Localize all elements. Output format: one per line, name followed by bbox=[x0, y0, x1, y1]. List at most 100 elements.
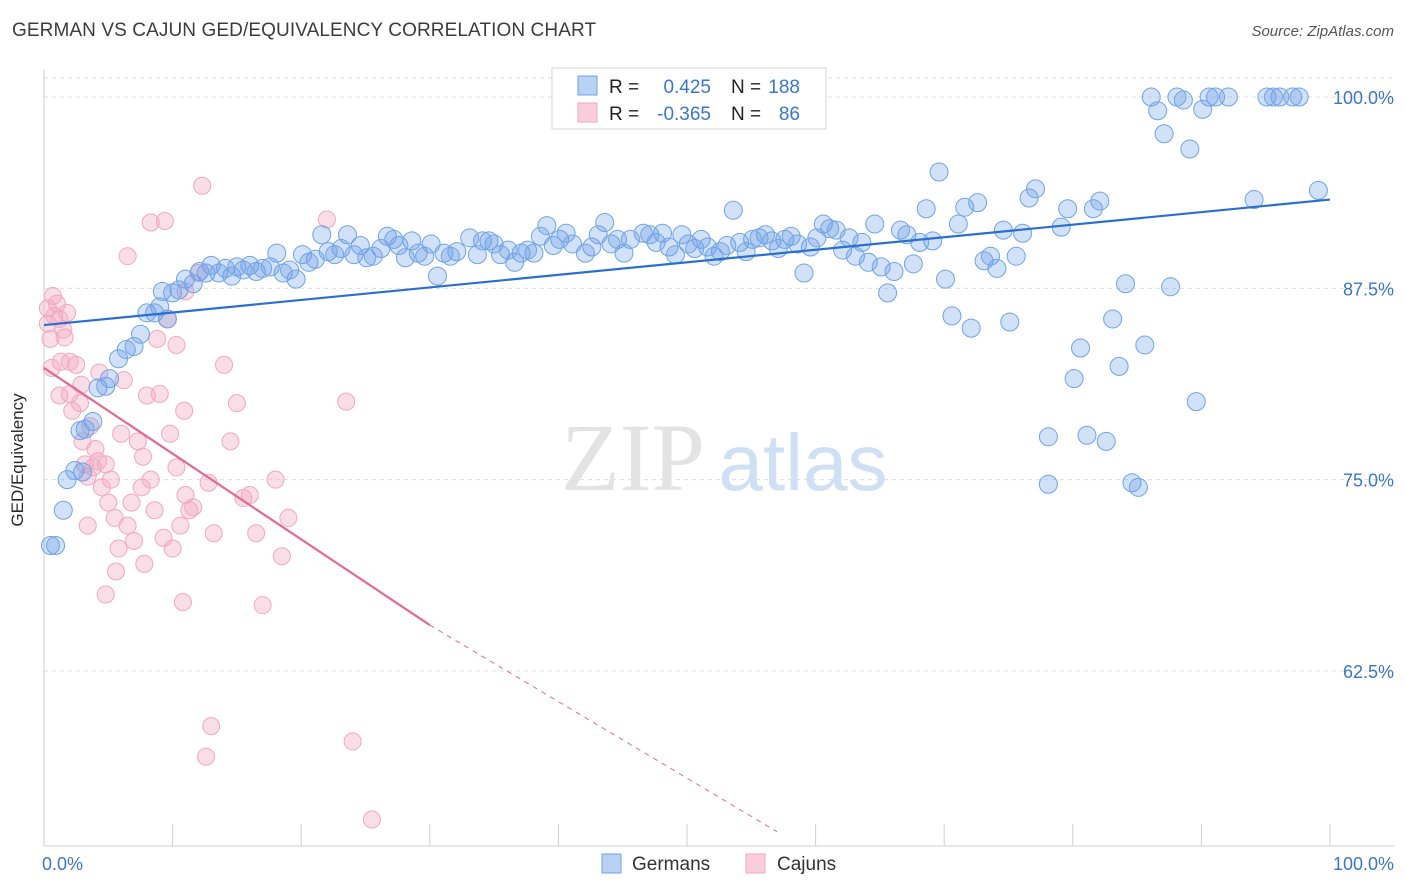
cajun-point bbox=[122, 493, 141, 512]
trend-lines bbox=[43, 198, 1331, 833]
german-point bbox=[428, 266, 448, 286]
cajun-point bbox=[197, 747, 216, 766]
cajun-point bbox=[114, 371, 133, 390]
cajun-point bbox=[125, 531, 144, 550]
german-point bbox=[987, 258, 1007, 278]
cajun-point bbox=[279, 508, 298, 527]
german-point bbox=[1308, 180, 1328, 200]
cajun-point bbox=[44, 286, 63, 305]
german-point bbox=[280, 260, 300, 280]
cajun-point bbox=[101, 470, 120, 489]
german-point bbox=[460, 228, 480, 248]
german-point bbox=[794, 263, 814, 283]
german-point bbox=[1090, 191, 1110, 211]
watermark: ZIP atlas bbox=[561, 404, 887, 511]
cajun-point bbox=[60, 352, 79, 371]
german-point bbox=[1173, 90, 1193, 110]
german-point bbox=[1116, 274, 1136, 294]
cajun-point bbox=[227, 394, 246, 413]
german-point bbox=[633, 223, 653, 243]
bottom-legend-german: Germans bbox=[632, 854, 710, 875]
y-tick-label: 62.5% bbox=[1343, 662, 1394, 682]
german-point bbox=[1154, 124, 1174, 144]
german-point bbox=[646, 232, 666, 252]
german-point bbox=[83, 412, 103, 432]
german-trend-line bbox=[43, 198, 1331, 327]
german-point bbox=[865, 214, 885, 234]
german-point bbox=[222, 266, 242, 286]
legend-box bbox=[551, 67, 827, 130]
german-point bbox=[530, 226, 550, 246]
german-point bbox=[955, 197, 975, 217]
german-point bbox=[337, 225, 357, 245]
german-point bbox=[1135, 335, 1155, 355]
german-point bbox=[1244, 190, 1264, 210]
legend-german-n-label: N = bbox=[731, 77, 761, 98]
german-point bbox=[903, 254, 923, 274]
german-point bbox=[672, 225, 692, 245]
cajun-point bbox=[145, 501, 164, 520]
cajun-point bbox=[167, 458, 186, 477]
legend-cajun-n-label: N = bbox=[731, 104, 761, 125]
cajun-point bbox=[132, 478, 151, 497]
legend-german-r-label: R = bbox=[609, 77, 639, 98]
german-point bbox=[980, 246, 1000, 266]
german-point bbox=[871, 257, 891, 277]
cajun-point bbox=[253, 596, 272, 615]
cajun-point bbox=[55, 328, 74, 347]
german-point bbox=[563, 234, 583, 254]
german-point bbox=[524, 243, 544, 263]
cajun-point bbox=[137, 386, 156, 405]
bottom-legend-cajun: Cajuns bbox=[777, 854, 836, 875]
german-point bbox=[395, 248, 415, 268]
cajun-point bbox=[112, 424, 131, 443]
german-point bbox=[1071, 338, 1091, 358]
cajun-point bbox=[215, 355, 234, 374]
german-point bbox=[253, 258, 273, 278]
german-point bbox=[73, 462, 93, 482]
german-point bbox=[201, 255, 221, 275]
cajun-point bbox=[240, 485, 259, 504]
german-point bbox=[1103, 309, 1123, 329]
german-point bbox=[1013, 223, 1033, 243]
cajun-point bbox=[99, 493, 118, 512]
german-point bbox=[942, 306, 962, 326]
cajun-point bbox=[141, 213, 160, 232]
german-point bbox=[1148, 101, 1168, 121]
german-point bbox=[389, 235, 409, 255]
german-point bbox=[1180, 139, 1200, 159]
german-point bbox=[1000, 312, 1020, 332]
german-point bbox=[116, 340, 136, 360]
x-tick-labels: 0.0% 100.0% bbox=[42, 854, 1394, 874]
german-point bbox=[820, 219, 840, 239]
x-tick-label: 100.0% bbox=[1333, 854, 1394, 874]
cajun-trend-line bbox=[43, 367, 431, 626]
german-point bbox=[152, 281, 172, 301]
cajun-point bbox=[266, 470, 285, 489]
german-point bbox=[1186, 392, 1206, 412]
german-point bbox=[968, 193, 988, 213]
german-point bbox=[659, 237, 679, 257]
cajun-point bbox=[150, 384, 169, 403]
y-tick-label: 87.5% bbox=[1343, 279, 1394, 299]
cajun-point bbox=[171, 516, 190, 535]
german-point bbox=[923, 231, 943, 251]
german-point bbox=[537, 216, 557, 236]
watermark-atlas: atlas bbox=[719, 418, 888, 507]
cajun-point bbox=[155, 211, 174, 230]
cajun-point bbox=[118, 247, 137, 266]
german-point bbox=[961, 318, 981, 338]
german-point bbox=[1058, 199, 1078, 219]
german-point bbox=[878, 283, 898, 303]
german-point bbox=[884, 261, 904, 281]
cajun-point bbox=[202, 717, 221, 736]
cajun-point bbox=[41, 329, 60, 348]
german-point bbox=[40, 535, 60, 555]
y-tick-labels: 62.5% 75.0% 87.5% 100.0% bbox=[1333, 88, 1394, 682]
german-point bbox=[730, 232, 750, 252]
german-point bbox=[588, 225, 608, 245]
german-point bbox=[723, 200, 743, 220]
cajun-point bbox=[184, 498, 203, 517]
german-point bbox=[473, 231, 493, 251]
